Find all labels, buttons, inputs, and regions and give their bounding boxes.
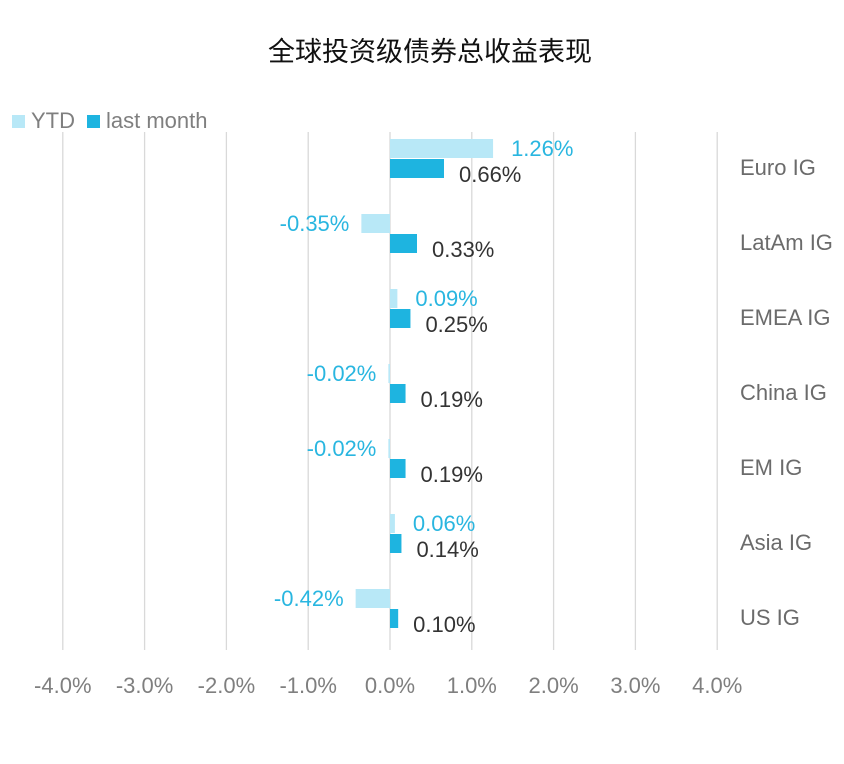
bar-last-month bbox=[390, 159, 444, 178]
bar-last-month bbox=[390, 459, 406, 478]
category-label: US IG bbox=[740, 605, 800, 630]
legend-label-ytd: YTD bbox=[31, 108, 75, 133]
bar-ytd bbox=[390, 514, 395, 533]
legend-item-ytd: YTD bbox=[12, 108, 75, 134]
data-label-last-month: 0.66% bbox=[459, 162, 521, 187]
category-label: EMEA IG bbox=[740, 305, 830, 330]
legend-label-last-month: last month bbox=[106, 108, 208, 133]
x-tick-label: 1.0% bbox=[447, 673, 497, 698]
bar-last-month bbox=[390, 609, 399, 628]
data-label-last-month: 0.14% bbox=[416, 537, 478, 562]
x-tick-label: 0.0% bbox=[365, 673, 415, 698]
data-label-ytd: 0.09% bbox=[415, 286, 477, 311]
bar-ytd bbox=[388, 364, 390, 383]
bar-last-month bbox=[390, 309, 411, 328]
x-tick-label: 4.0% bbox=[692, 673, 742, 698]
category-label: Euro IG bbox=[740, 155, 816, 180]
data-label-last-month: 0.10% bbox=[413, 612, 475, 637]
bar-ytd bbox=[355, 589, 390, 608]
bar-ytd bbox=[390, 289, 398, 308]
x-tick-label: -3.0% bbox=[116, 673, 173, 698]
x-tick-label: 2.0% bbox=[529, 673, 579, 698]
legend: YTD last month bbox=[12, 108, 220, 134]
bar-ytd bbox=[390, 139, 494, 158]
data-label-ytd: -0.42% bbox=[274, 586, 344, 611]
x-tick-label: -4.0% bbox=[34, 673, 91, 698]
data-label-ytd: 0.06% bbox=[413, 511, 475, 536]
category-label: China IG bbox=[740, 380, 827, 405]
category-label: LatAm IG bbox=[740, 230, 833, 255]
data-label-last-month: 0.25% bbox=[425, 312, 487, 337]
data-label-ytd: -0.35% bbox=[280, 211, 350, 236]
legend-swatch-last-month bbox=[87, 114, 100, 128]
category-label: EM IG bbox=[740, 455, 802, 480]
chart-title: 全球投资级债券总收益表现 bbox=[268, 37, 592, 68]
x-tick-label: -1.0% bbox=[279, 673, 336, 698]
bar-last-month bbox=[390, 384, 406, 403]
x-tick-label: -2.0% bbox=[198, 673, 255, 698]
data-label-ytd: -0.02% bbox=[307, 436, 377, 461]
data-label-last-month: 0.19% bbox=[421, 462, 483, 487]
category-label: Asia IG bbox=[740, 530, 812, 555]
bar-ytd bbox=[388, 439, 390, 458]
data-label-last-month: 0.19% bbox=[421, 387, 483, 412]
data-label-ytd: 1.26% bbox=[511, 136, 573, 161]
legend-swatch-ytd bbox=[12, 114, 25, 128]
data-label-last-month: 0.33% bbox=[432, 237, 494, 262]
x-tick-label: 3.0% bbox=[610, 673, 660, 698]
data-label-ytd: -0.02% bbox=[307, 361, 377, 386]
bar-last-month bbox=[390, 234, 417, 253]
legend-item-last-month: last month bbox=[87, 108, 208, 134]
bar-last-month bbox=[390, 534, 402, 553]
bar-ytd bbox=[361, 214, 390, 233]
